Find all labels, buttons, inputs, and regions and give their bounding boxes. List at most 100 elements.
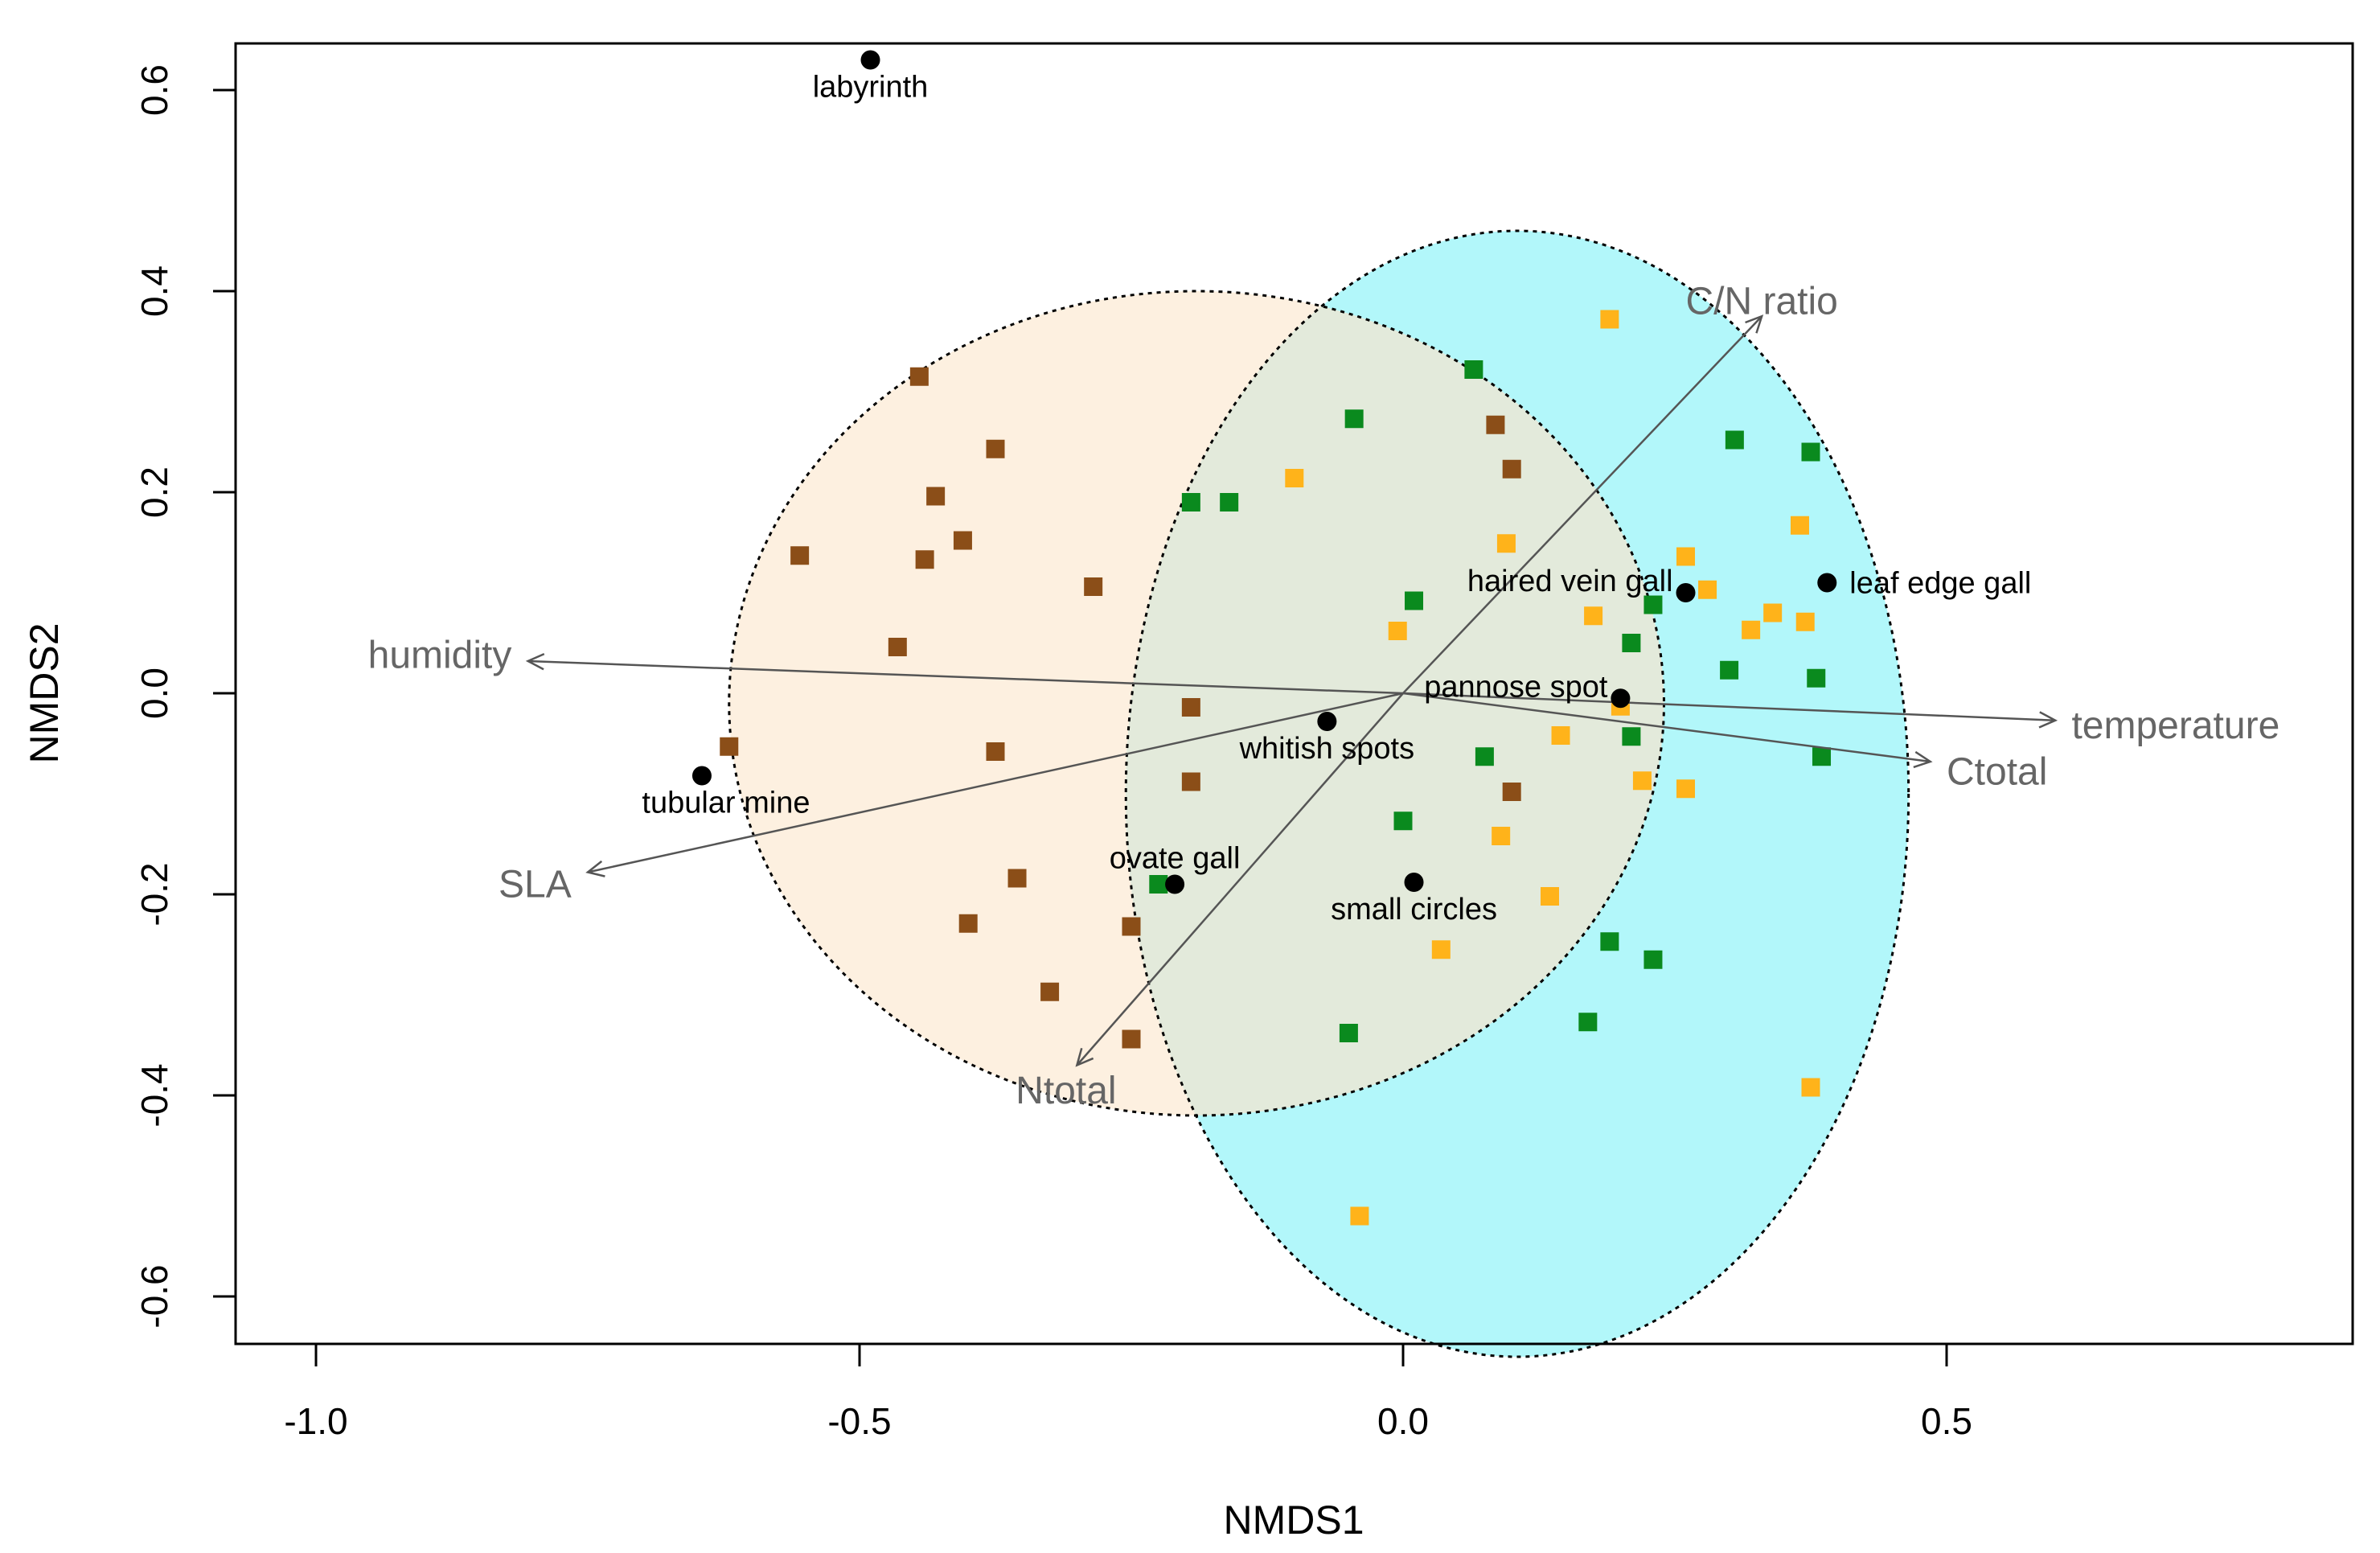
point-yellow [1790, 516, 1809, 535]
site-label: labyrinth [813, 71, 929, 105]
point-green [1464, 360, 1483, 379]
point-brown [958, 914, 978, 933]
y-tick-label: 0.0 [133, 668, 175, 719]
point-green [1720, 660, 1739, 680]
point-yellow [1350, 1206, 1369, 1226]
point-yellow [1285, 469, 1304, 487]
point-green [1600, 932, 1619, 951]
vector-arrowhead [1745, 314, 1764, 334]
vector-line [1076, 692, 1404, 1066]
vector-arrowhead [585, 860, 605, 877]
point-yellow [1763, 603, 1783, 622]
point-brown [1007, 869, 1027, 888]
point-yellow [1795, 612, 1815, 631]
point-brown [888, 638, 907, 656]
vector-label: Ctotal [1947, 751, 2047, 794]
point-yellow [1492, 827, 1511, 845]
vector-line [1402, 692, 1931, 763]
site-dot [860, 50, 880, 70]
site-dot [1165, 874, 1185, 894]
point-green [1725, 430, 1744, 450]
point-brown [1502, 783, 1521, 801]
point-green [1339, 1024, 1358, 1042]
vector-arrowhead [1913, 750, 1933, 769]
site-label: whitish spots [1239, 732, 1415, 766]
vector-label: C/N ratio [1685, 281, 1837, 323]
point-green [1220, 493, 1239, 512]
point-yellow [1584, 606, 1603, 626]
x-axis: -1.0 -0.5 0.0 0.5 [284, 1342, 1972, 1442]
site-markers: labyrinth haired vein gall leaf edge gall p… [642, 50, 2031, 926]
site-label: tubular mine [642, 787, 810, 820]
vector-arrowhead [525, 653, 545, 671]
y-axis-title: NMDS2 [22, 622, 67, 763]
point-yellow [1676, 779, 1696, 799]
point-brown [720, 737, 739, 756]
y-tick-label: -0.4 [133, 1063, 175, 1127]
vector-label: humidity [368, 635, 512, 677]
vector-label: SLA [499, 864, 572, 906]
point-yellow [1676, 547, 1696, 566]
site-label: pannose spot [1424, 670, 1608, 704]
point-brown [986, 439, 1005, 458]
point-brown [1122, 1029, 1141, 1049]
vector-arrowhead [2038, 711, 2058, 729]
point-brown [986, 742, 1005, 761]
y-axis: -0.6 -0.4 -0.2 0.0 0.2 0.4 0.6 [133, 64, 237, 1329]
site-dot [1817, 573, 1837, 593]
site-dot [1611, 688, 1631, 709]
x-tick-label: -1.0 [284, 1400, 347, 1442]
vector-arrowhead [1075, 1047, 1094, 1067]
vector-line [1402, 315, 1763, 694]
point-green [1643, 950, 1663, 969]
point-brown [1122, 917, 1141, 936]
site-dot [691, 766, 712, 786]
point-yellow [1496, 534, 1516, 553]
vector-label: Ntotal [1016, 1070, 1116, 1112]
point-brown [1181, 772, 1200, 791]
point-green [1812, 747, 1832, 766]
point-yellow [1600, 310, 1619, 329]
point-green [1801, 442, 1820, 462]
point-green [1149, 875, 1168, 894]
site-label: small circles [1331, 893, 1497, 926]
site-label: haired vein gall [1467, 565, 1673, 598]
point-yellow [1551, 726, 1570, 745]
point-brown [1486, 415, 1505, 434]
x-tick-label: 0.5 [1921, 1400, 1972, 1442]
point-yellow [1632, 771, 1652, 791]
site-dot [1317, 712, 1337, 731]
point-green [1643, 595, 1663, 614]
point-yellow [1541, 887, 1560, 906]
point-brown [1181, 698, 1200, 717]
point-green [1622, 727, 1641, 746]
point-brown [790, 546, 810, 565]
point-green [1181, 493, 1200, 512]
x-tick-label: 0.0 [1377, 1400, 1429, 1442]
point-yellow [1742, 620, 1761, 639]
point-green [1475, 747, 1494, 766]
point-brown [909, 367, 929, 386]
vector-label: temperature [2071, 705, 2279, 747]
vector-line [527, 659, 1404, 695]
point-yellow [1431, 940, 1451, 959]
y-tick-label: -0.6 [133, 1264, 175, 1328]
site-label: leaf edge gall [1849, 567, 2031, 601]
y-tick-label: -0.2 [133, 862, 175, 926]
point-brown [1040, 982, 1060, 1001]
data-points [720, 310, 1832, 1226]
y-tick-label: 0.2 [133, 466, 175, 518]
vector-line [1402, 692, 2056, 721]
point-brown [1502, 459, 1521, 479]
point-brown [926, 487, 946, 506]
point-brown [1084, 577, 1103, 596]
point-green [1393, 811, 1413, 831]
y-tick-label: 0.6 [133, 64, 175, 116]
x-axis-title: NMDS1 [1223, 1498, 1364, 1543]
point-yellow [1388, 622, 1407, 640]
point-green [1344, 409, 1364, 429]
point-green [1807, 668, 1826, 688]
point-yellow [1801, 1078, 1820, 1097]
point-green [1578, 1013, 1598, 1032]
